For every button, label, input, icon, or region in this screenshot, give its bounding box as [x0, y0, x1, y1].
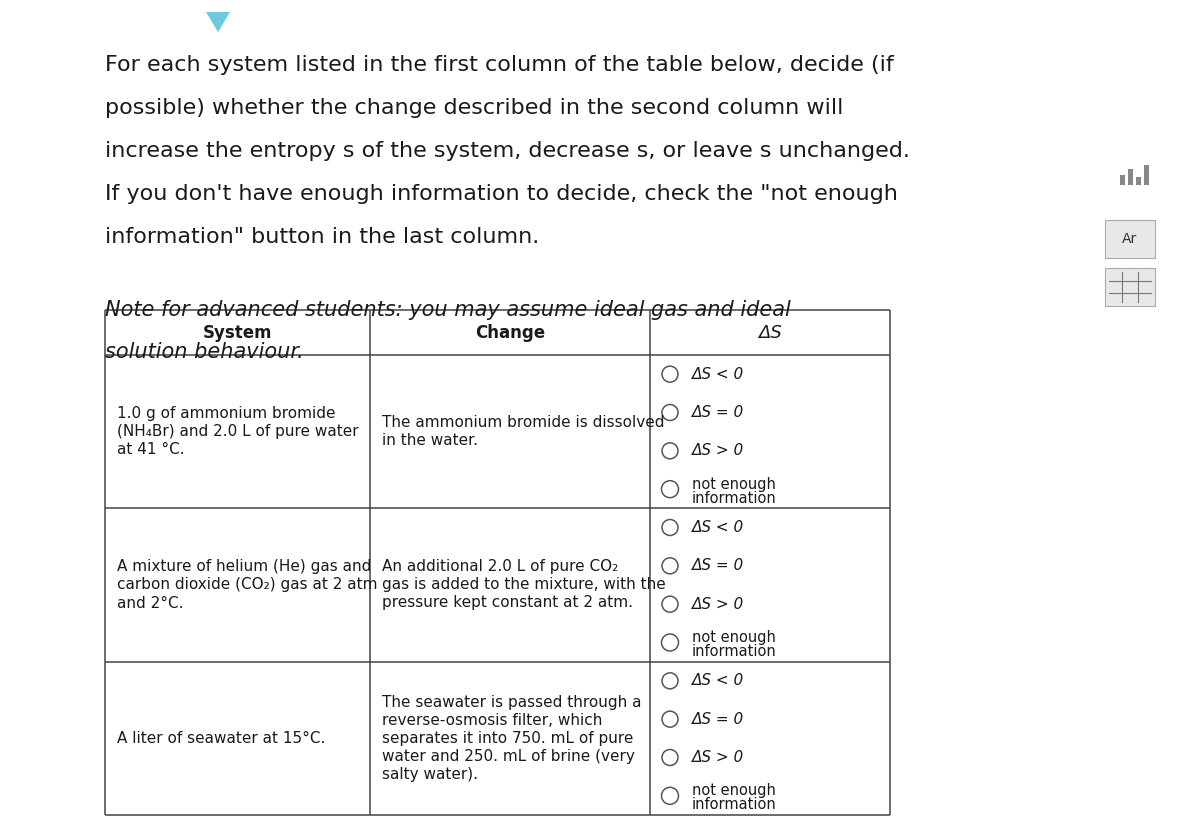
Text: For each system listed in the first column of the table below, decide (if: For each system listed in the first colu… — [106, 55, 894, 75]
Text: reverse-osmosis filter, which: reverse-osmosis filter, which — [382, 713, 602, 728]
Text: ΔS = 0: ΔS = 0 — [692, 558, 744, 574]
Text: ΔS: ΔS — [758, 324, 782, 342]
Text: (NH₄Br) and 2.0 L of pure water: (NH₄Br) and 2.0 L of pure water — [118, 424, 359, 440]
Text: ΔS < 0: ΔS < 0 — [692, 673, 744, 689]
Text: A mixture of helium (He) gas and: A mixture of helium (He) gas and — [118, 560, 371, 574]
Text: Note for advanced students: you may assume ideal gas and ideal: Note for advanced students: you may assu… — [106, 300, 791, 320]
Text: ΔS = 0: ΔS = 0 — [692, 712, 744, 726]
Text: not enough: not enough — [692, 630, 776, 645]
Text: not enough: not enough — [692, 476, 776, 492]
Bar — [1144, 165, 1150, 185]
Text: separates it into 750. mL of pure: separates it into 750. mL of pure — [382, 731, 634, 746]
Text: Ar: Ar — [1122, 232, 1138, 246]
Text: possible) whether the change described in the second column will: possible) whether the change described i… — [106, 98, 844, 118]
Text: ΔS < 0: ΔS < 0 — [692, 367, 744, 382]
Polygon shape — [206, 12, 230, 32]
Text: ΔS > 0: ΔS > 0 — [692, 596, 744, 612]
Bar — [1128, 169, 1133, 185]
Text: If you don't have enough information to decide, check the "not enough: If you don't have enough information to … — [106, 184, 898, 204]
Text: An additional 2.0 L of pure CO₂: An additional 2.0 L of pure CO₂ — [382, 560, 618, 574]
Text: carbon dioxide (CO₂) gas at 2 atm: carbon dioxide (CO₂) gas at 2 atm — [118, 578, 378, 592]
Text: increase the entropy s of the system, decrease s, or leave s unchanged.: increase the entropy s of the system, de… — [106, 141, 910, 161]
Text: 1.0 g of ammonium bromide: 1.0 g of ammonium bromide — [118, 406, 336, 422]
Text: The seawater is passed through a: The seawater is passed through a — [382, 694, 642, 710]
Text: information" button in the last column.: information" button in the last column. — [106, 227, 539, 247]
Bar — [1120, 175, 1126, 185]
Text: information: information — [692, 644, 776, 659]
Text: pressure kept constant at 2 atm.: pressure kept constant at 2 atm. — [382, 596, 634, 610]
Text: information: information — [692, 491, 776, 506]
Text: gas is added to the mixture, with the: gas is added to the mixture, with the — [382, 578, 666, 592]
Bar — [1105, 268, 1154, 306]
Text: ΔS > 0: ΔS > 0 — [692, 444, 744, 458]
Text: not enough: not enough — [692, 784, 776, 798]
Text: salty water).: salty water). — [382, 767, 478, 782]
Text: in the water.: in the water. — [382, 433, 478, 449]
Text: and 2°C.: and 2°C. — [118, 596, 184, 610]
Text: information: information — [692, 797, 776, 812]
Bar — [1105, 220, 1154, 258]
Text: ΔS > 0: ΔS > 0 — [692, 750, 744, 765]
Text: System: System — [203, 324, 272, 342]
Text: ΔS = 0: ΔS = 0 — [692, 405, 744, 420]
Bar — [1136, 177, 1141, 185]
Text: water and 250. mL of brine (very: water and 250. mL of brine (very — [382, 749, 635, 764]
Text: ΔS < 0: ΔS < 0 — [692, 520, 744, 535]
Text: solution behaviour.: solution behaviour. — [106, 342, 304, 362]
Text: The ammonium bromide is dissolved: The ammonium bromide is dissolved — [382, 415, 665, 431]
Text: Change: Change — [475, 324, 545, 342]
Text: A liter of seawater at 15°C.: A liter of seawater at 15°C. — [118, 731, 325, 746]
Text: at 41 °C.: at 41 °C. — [118, 442, 185, 458]
